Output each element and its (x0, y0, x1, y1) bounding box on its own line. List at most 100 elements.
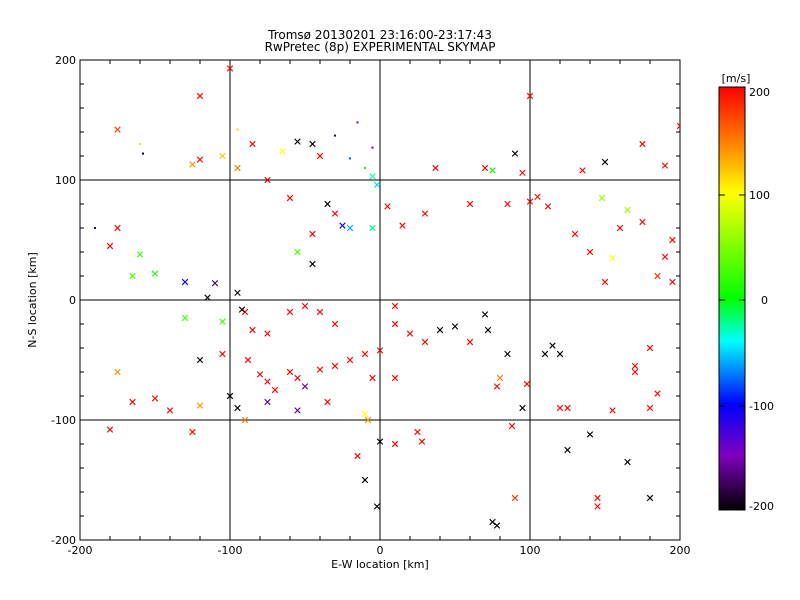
scatter-point-cross (511, 150, 519, 157)
scatter-point-cross (654, 390, 661, 397)
scatter-point-cross (484, 326, 492, 334)
colorbar-gradient (718, 86, 746, 511)
scatter-point-cross (466, 200, 474, 208)
scatter-point-dot (364, 167, 366, 169)
scatter-point-dot (94, 227, 96, 229)
scatter-point-cross (211, 280, 219, 287)
y-axis-label: N-S location [km] (26, 252, 39, 348)
scatter-point-cross (196, 402, 204, 409)
scatter-point-cross (564, 404, 571, 412)
scatter-point-cross (369, 374, 376, 382)
scatter-point-cross (534, 193, 541, 200)
scatter-point-cross (571, 230, 579, 238)
scatter-points (94, 65, 680, 529)
scatter-point-cross (234, 404, 241, 412)
scatter-point-cross (631, 368, 639, 376)
scatter-point-cross (391, 320, 399, 328)
scatter-point-cross (646, 494, 654, 502)
scatter-point-cross (661, 162, 669, 169)
scatter-point-cross (496, 374, 504, 382)
scatter-point-cross (594, 494, 601, 502)
scatter-point-cross (526, 92, 534, 100)
scatter-point-dot (356, 121, 359, 124)
scatter-point-cross (316, 308, 324, 316)
scatter-point-cross (399, 222, 406, 229)
chart-title: Tromsø 20130201 23:16:00-23:17:43 (267, 28, 492, 42)
scatter-point-cross (624, 458, 631, 466)
scatter-point-cross (309, 260, 316, 268)
scatter-point-cross (556, 350, 564, 358)
scatter-point-cross (324, 200, 331, 208)
x-tick-label: 0 (377, 544, 384, 557)
y-tick-label: -100 (51, 414, 76, 427)
scatter-point-cross (129, 272, 136, 280)
scatter-point-cross (114, 224, 121, 232)
scatter-point-cross (676, 122, 680, 130)
scatter-point-cross (541, 350, 549, 358)
scatter-point-cross (264, 398, 271, 406)
scatter-point-cross (511, 494, 519, 502)
x-axis-label: E-W location [km] (331, 558, 429, 571)
scatter-point-dot (139, 143, 141, 145)
scatter-point-cross (481, 164, 489, 172)
scatter-point-cross (669, 278, 676, 286)
scatter-point-cross (286, 368, 294, 376)
scatter-point-cross (189, 428, 196, 436)
scatter-point-cross (639, 140, 646, 148)
scatter-point-cross (331, 210, 339, 217)
scatter-point-cross (594, 503, 601, 510)
scatter-point-cross (432, 164, 439, 172)
scatter-point-cross (601, 158, 609, 166)
scatter-point-cross (151, 395, 159, 402)
scatter-point-cross (238, 306, 246, 313)
scatter-point-dot (334, 134, 336, 137)
scatter-point-cross (609, 254, 616, 262)
scatter-point-cross (481, 311, 489, 318)
scatter-point-cross (508, 422, 516, 430)
scatter-point-cross (249, 326, 256, 334)
x-tick-labels: -200 -100 0 100 200 (68, 544, 691, 557)
scatter-point-cross (364, 416, 372, 424)
scatter-point-cross (414, 428, 421, 436)
scatter-point-cross (196, 356, 204, 364)
scatter-point-cross (309, 140, 316, 148)
scatter-point-cross (466, 338, 474, 346)
chart-subtitle: RwPretec (8p) EXPERIMENTAL SKYMAP (265, 40, 496, 54)
scatter-point-cross (519, 169, 526, 176)
scatter-point-cross (661, 253, 669, 260)
scatter-point-cross (244, 356, 252, 364)
scatter-point-cross (181, 278, 189, 286)
colorbar-tick-label: 100 (749, 189, 770, 202)
scatter-point-cross (241, 416, 249, 424)
scatter-point-cross (564, 446, 571, 454)
scatter-point-cross (196, 156, 204, 163)
y-tick-label: 100 (55, 174, 76, 187)
scatter-point-cross (294, 248, 301, 256)
scatter-point-cross (549, 342, 556, 349)
scatter-point-cross (391, 440, 399, 448)
scatter-point-cross (504, 350, 511, 358)
y-tick-labels: -200 -100 0 100 200 (51, 54, 76, 547)
scatter-point-cross (309, 230, 316, 238)
scatter-point-cross (376, 347, 384, 354)
scatter-point-cross (331, 320, 339, 328)
x-tick-label: -200 (68, 544, 93, 557)
colorbar-label: [m/s] (722, 72, 751, 85)
scatter-point-dot (349, 157, 351, 160)
scatter-point-dot (371, 146, 374, 149)
scatter-point-cross (361, 410, 369, 418)
scatter-point-cross (369, 224, 376, 232)
scatter-point-cross (189, 161, 196, 168)
scatter-point-cross (181, 314, 189, 322)
scatter-point-cross (114, 368, 121, 376)
scatter-point-cross (493, 383, 501, 390)
scatter-point-cross (493, 522, 501, 529)
scatter-point-cross (369, 173, 376, 180)
y-tick-label: 200 (55, 54, 76, 67)
scatter-point-cross (421, 338, 429, 346)
scatter-point-cross (301, 302, 309, 310)
scatter-point-cross (219, 318, 226, 325)
scatter-point-cross (504, 200, 511, 208)
scatter-point-cross (234, 289, 241, 296)
